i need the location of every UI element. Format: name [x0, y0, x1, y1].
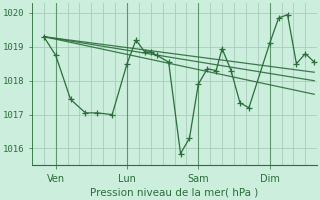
X-axis label: Pression niveau de la mer( hPa ): Pression niveau de la mer( hPa ): [91, 187, 259, 197]
